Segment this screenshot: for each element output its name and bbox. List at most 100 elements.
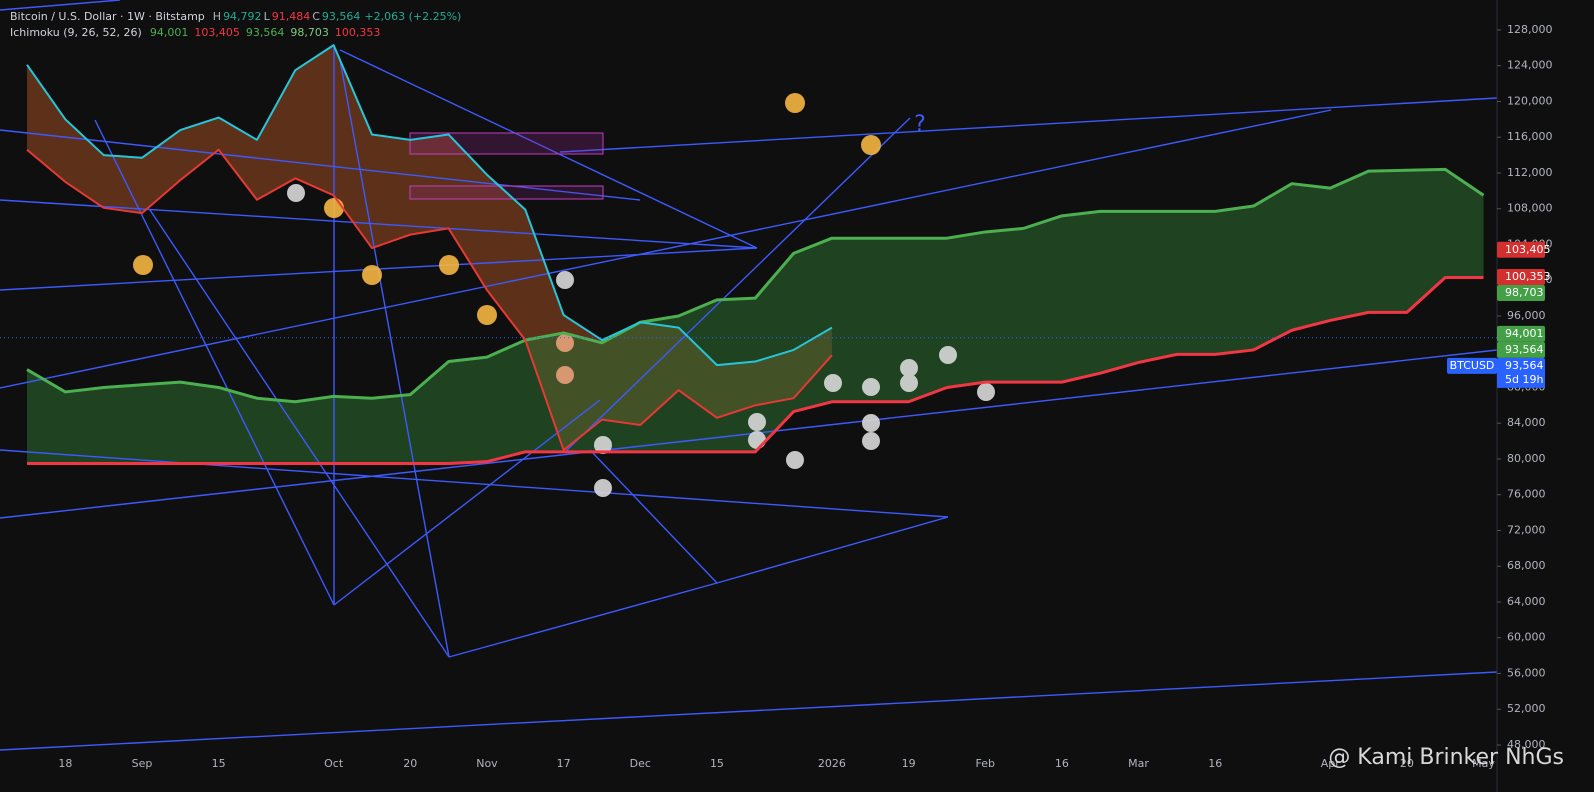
icon <box>862 414 880 432</box>
y-tick-label: 108,000 <box>1507 202 1553 215</box>
y-tick-label: 96,000 <box>1507 309 1546 322</box>
y-tick-label: 72,000 <box>1507 523 1546 536</box>
y-tick-label: 112,000 <box>1507 166 1553 179</box>
trend-line <box>589 449 718 584</box>
icon <box>556 334 574 352</box>
trend-line <box>559 97 1498 153</box>
x-tick-label: 20 <box>1400 757 1414 770</box>
x-tick-label: Mar <box>1128 757 1149 770</box>
price-tag-text: 93,564 <box>1505 343 1544 356</box>
y-tick-label: 60,000 <box>1507 631 1546 644</box>
icon <box>785 93 805 113</box>
x-tick-label: 15 <box>710 757 724 770</box>
price-tag <box>1497 241 1545 258</box>
icon <box>748 413 766 431</box>
y-tick-label: 68,000 <box>1507 559 1546 572</box>
indicator: Ichimoku (9, 26, 52, 26) <box>10 26 142 39</box>
icon <box>556 271 574 289</box>
indicator-value: 100,353 <box>334 26 381 39</box>
highlight-box <box>409 132 604 155</box>
icon <box>324 198 344 218</box>
price-tag-text: 98,703 <box>1505 286 1544 299</box>
x-tick-label: Feb <box>976 757 995 770</box>
icons <box>133 93 995 497</box>
y-tick-label: 128,000 <box>1507 23 1553 36</box>
price-tag <box>1497 357 1545 388</box>
icon <box>287 184 305 202</box>
trend-line <box>448 582 718 658</box>
price-tag <box>1497 341 1545 358</box>
symbol-tag-text: BTCUSD <box>1450 359 1495 372</box>
price-tag-text: 93,564 <box>1505 359 1544 372</box>
icon <box>977 383 995 401</box>
annotation: ? <box>914 112 926 137</box>
icon <box>748 431 766 449</box>
trend-line <box>339 59 450 658</box>
price-tag-text: 103,405 <box>1505 243 1551 256</box>
icon <box>900 374 918 392</box>
x-tick-label: Nov <box>476 757 498 770</box>
ohlc-value: 94,792 <box>223 10 262 23</box>
y-tick-label: 64,000 <box>1507 595 1546 608</box>
icon <box>861 135 881 155</box>
icon <box>824 374 842 392</box>
ohlc-value: 93,564 <box>321 10 361 23</box>
x-tick-label: 19 <box>902 757 916 770</box>
y-tick-label: 124,000 <box>1507 59 1553 72</box>
symbol: Bitcoin / U.S. Dollar · 1W · Bitstamp <box>10 10 205 23</box>
trend-line <box>0 129 641 201</box>
trend-line <box>0 349 1498 519</box>
y-tick-label: 48,000 <box>1507 738 1546 751</box>
symbol-tag <box>1447 357 1497 374</box>
icon <box>786 451 804 469</box>
indicator-value: 94,001 <box>149 26 189 39</box>
x-tick-label: 16 <box>1208 757 1222 770</box>
icon <box>439 255 459 275</box>
indicator-values: 94,001 103,405 93,564 98,703 100,353 <box>150 26 387 39</box>
x-tick-label: 18 <box>58 757 72 770</box>
x-tick-label: 15 <box>212 757 226 770</box>
y-tick-label: 76,000 <box>1507 488 1546 501</box>
ohlc-key: C <box>312 10 320 23</box>
cloud-fill <box>27 169 1484 464</box>
icon <box>594 479 612 497</box>
icon <box>362 265 382 285</box>
series-line <box>26 148 833 452</box>
ohlc-key: L <box>263 10 270 23</box>
icon <box>939 346 957 364</box>
x-tick-label: 16 <box>1055 757 1069 770</box>
y-tick-label: 116,000 <box>1507 130 1553 143</box>
indicator-line: Ichimoku (9, 26, 52, 26) 94,001 103,405 93,… <box>10 25 463 41</box>
indicator-value: 103,405 <box>194 26 240 39</box>
price-axis <box>1497 0 1594 792</box>
y-tick-label: 80,000 <box>1507 452 1546 465</box>
trend-line <box>333 399 601 606</box>
y-tick-label: 120,000 <box>1507 94 1553 107</box>
trend-line <box>339 49 758 249</box>
legend: Bitcoin / U.S. Dollar · 1W · Bitstamp H 94… <box>10 9 463 41</box>
series-line <box>27 276 1484 465</box>
trend-line <box>94 119 335 606</box>
x-tick-label: Sep <box>132 757 153 770</box>
x-tick-label: Apr <box>1321 757 1341 770</box>
ohlc-key: H <box>212 10 222 23</box>
y-tick-label: 84,000 <box>1507 416 1546 429</box>
y-tick-label: 56,000 <box>1507 666 1546 679</box>
change: +2,063 (+2.25%) <box>364 10 462 23</box>
icon <box>594 436 612 454</box>
countdown: 5d 19h <box>1505 373 1543 386</box>
icon <box>477 305 497 325</box>
indicator-value: 93,564 <box>245 26 285 39</box>
trend-line <box>0 109 1332 389</box>
trend-line <box>564 117 911 453</box>
price-tag-text: 100,353 <box>1505 270 1551 283</box>
trend-line <box>149 209 450 658</box>
ohlc: H 94,792 L 91,484 C 93,564 <box>213 10 363 23</box>
icon <box>900 359 918 377</box>
x-tick-label: Oct <box>324 757 344 770</box>
x-tick-label: 20 <box>403 757 417 770</box>
icon <box>862 378 880 396</box>
price-tag <box>1497 325 1545 342</box>
